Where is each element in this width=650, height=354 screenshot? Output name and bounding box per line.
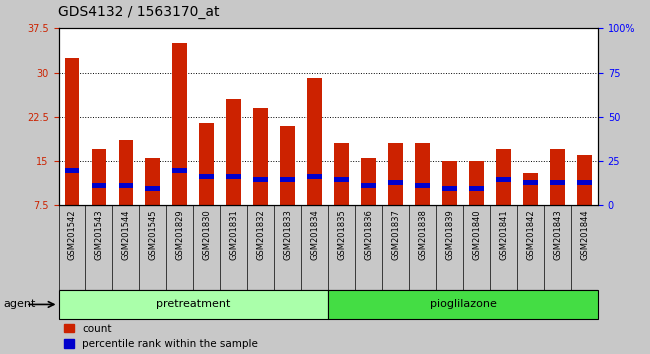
Bar bbox=[64, 58, 79, 205]
Bar bbox=[64, 168, 79, 173]
Bar bbox=[577, 155, 592, 205]
Bar bbox=[334, 143, 349, 205]
Text: GSM201544: GSM201544 bbox=[122, 210, 131, 260]
Text: GSM201836: GSM201836 bbox=[364, 210, 373, 261]
Text: GSM201545: GSM201545 bbox=[148, 210, 157, 260]
Bar bbox=[280, 126, 295, 205]
Bar bbox=[254, 108, 268, 205]
Text: GSM201830: GSM201830 bbox=[202, 210, 211, 260]
Bar bbox=[469, 186, 484, 190]
Text: pioglilazone: pioglilazone bbox=[430, 299, 497, 309]
Bar bbox=[200, 123, 214, 205]
Text: pretreatment: pretreatment bbox=[156, 299, 231, 309]
Text: GSM201542: GSM201542 bbox=[68, 210, 77, 260]
Bar bbox=[118, 141, 133, 205]
Bar bbox=[307, 174, 322, 179]
Text: GSM201834: GSM201834 bbox=[310, 210, 319, 260]
Bar bbox=[523, 173, 538, 205]
Text: GSM201835: GSM201835 bbox=[337, 210, 346, 260]
Bar bbox=[469, 161, 484, 205]
Bar bbox=[334, 177, 349, 182]
Text: GSM201842: GSM201842 bbox=[526, 210, 535, 260]
Bar bbox=[226, 99, 241, 205]
Bar bbox=[388, 143, 403, 205]
Bar bbox=[280, 177, 295, 182]
Bar bbox=[442, 186, 457, 190]
Bar bbox=[361, 158, 376, 205]
Bar bbox=[92, 149, 107, 205]
Bar bbox=[415, 183, 430, 188]
Bar bbox=[146, 187, 161, 190]
Text: GSM201543: GSM201543 bbox=[94, 210, 103, 260]
Bar bbox=[226, 174, 241, 179]
Text: GSM201832: GSM201832 bbox=[256, 210, 265, 260]
Bar bbox=[118, 183, 133, 188]
Text: GSM201844: GSM201844 bbox=[580, 210, 589, 260]
Bar bbox=[523, 180, 538, 185]
Bar bbox=[577, 180, 592, 185]
Bar bbox=[328, 290, 598, 319]
Bar bbox=[496, 149, 511, 205]
Bar bbox=[146, 158, 161, 205]
Bar bbox=[550, 180, 565, 185]
Bar bbox=[307, 79, 322, 205]
Bar bbox=[172, 168, 187, 173]
Bar bbox=[361, 183, 376, 188]
Text: GSM201841: GSM201841 bbox=[499, 210, 508, 260]
Bar bbox=[58, 290, 328, 319]
Text: GSM201840: GSM201840 bbox=[472, 210, 481, 260]
Text: GSM201843: GSM201843 bbox=[553, 210, 562, 260]
Bar bbox=[388, 180, 403, 185]
Text: GSM201838: GSM201838 bbox=[418, 210, 427, 261]
Legend: count, percentile rank within the sample: count, percentile rank within the sample bbox=[64, 324, 258, 349]
Bar bbox=[254, 177, 268, 182]
Bar bbox=[200, 174, 214, 179]
Bar bbox=[172, 43, 187, 205]
Text: GDS4132 / 1563170_at: GDS4132 / 1563170_at bbox=[58, 5, 220, 19]
Bar bbox=[442, 161, 457, 205]
Bar bbox=[92, 183, 107, 188]
Bar bbox=[496, 177, 511, 182]
Text: GSM201831: GSM201831 bbox=[229, 210, 239, 260]
Bar bbox=[550, 149, 565, 205]
Text: GSM201829: GSM201829 bbox=[176, 210, 185, 260]
Text: agent: agent bbox=[3, 299, 36, 309]
Text: GSM201839: GSM201839 bbox=[445, 210, 454, 260]
Text: GSM201833: GSM201833 bbox=[283, 210, 292, 261]
Text: GSM201837: GSM201837 bbox=[391, 210, 400, 261]
Bar bbox=[415, 143, 430, 205]
